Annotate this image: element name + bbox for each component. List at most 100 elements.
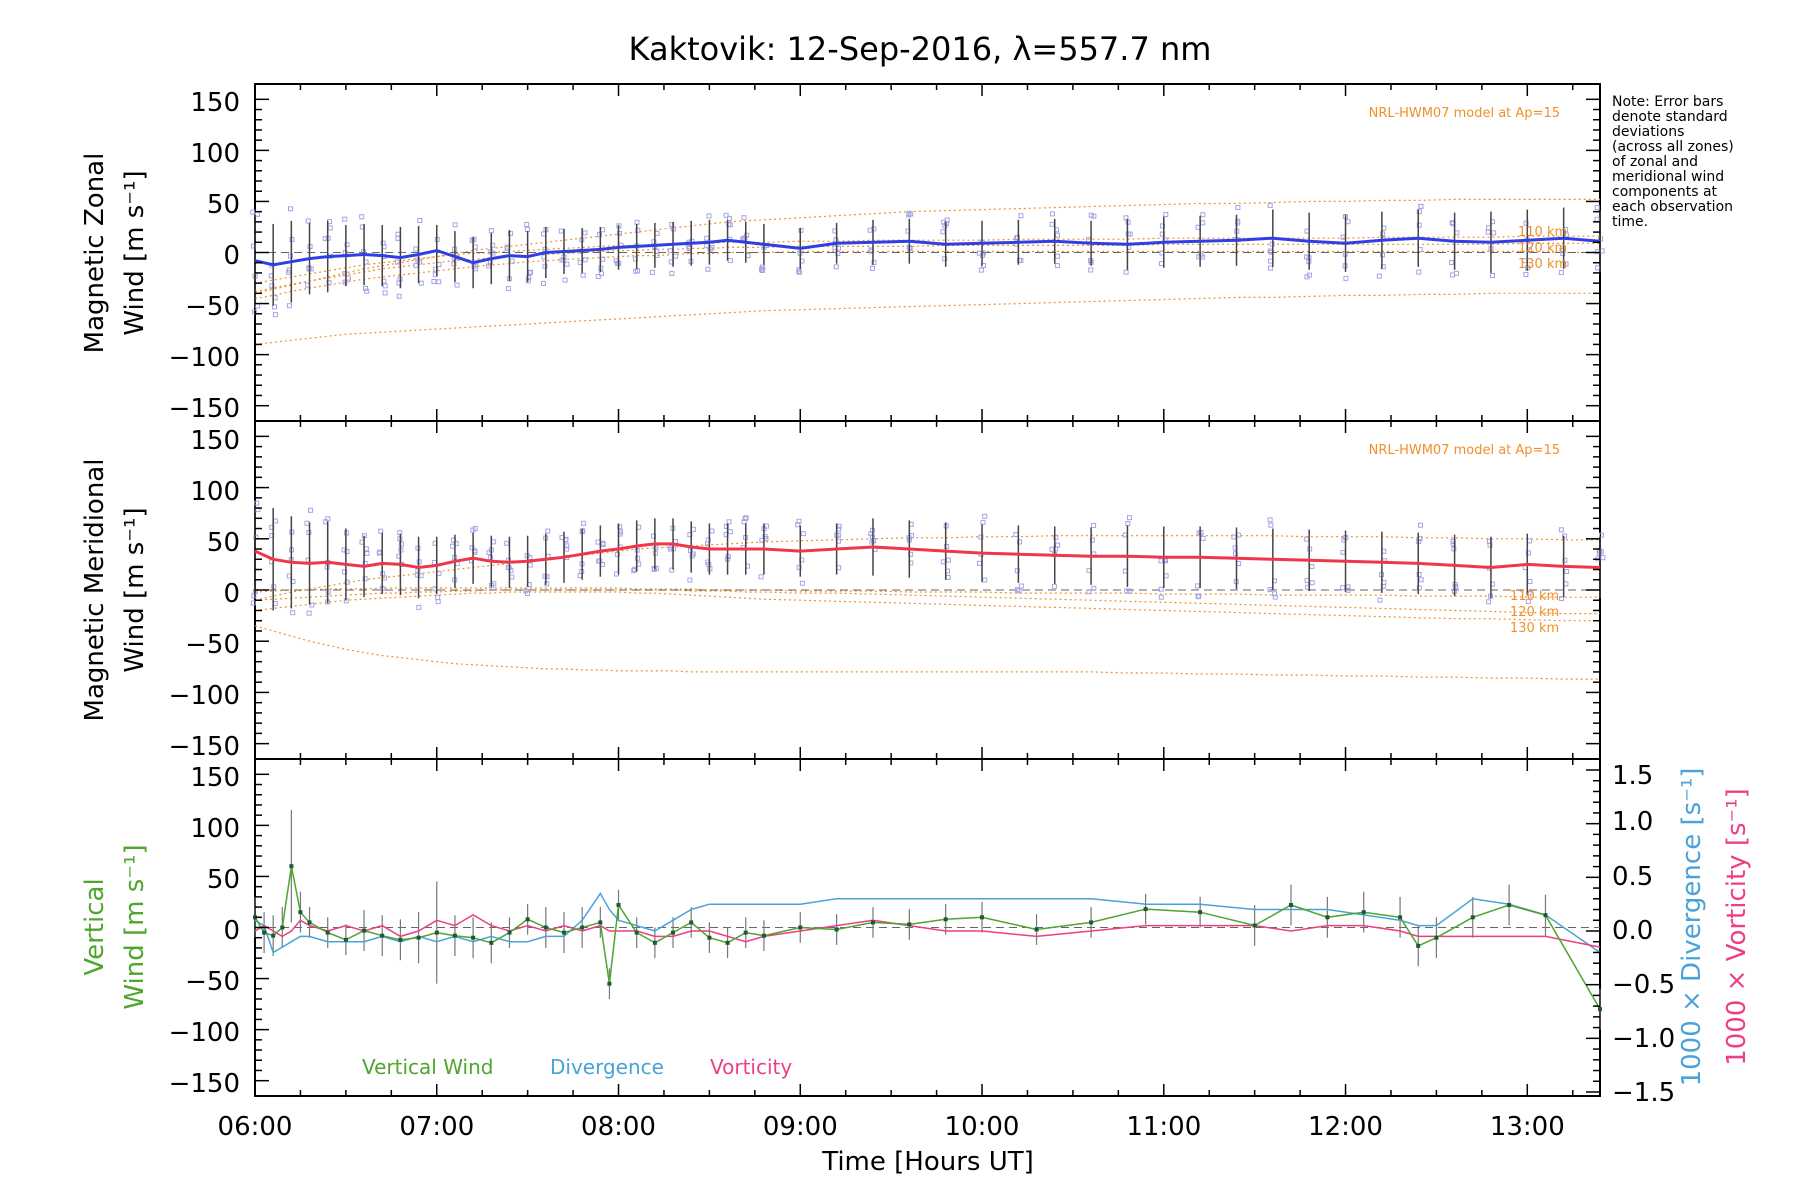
zone-point	[382, 283, 388, 289]
vertical-wind-point	[280, 925, 285, 930]
zone-point	[250, 209, 256, 215]
zone-point	[673, 253, 679, 259]
legend-vertical-wind: Vertical Wind	[362, 1055, 493, 1079]
vorticity-line	[254, 914, 1601, 948]
zone-point	[580, 272, 586, 278]
vertical-wind-point	[1598, 1007, 1602, 1012]
zone-point	[1267, 587, 1273, 593]
yticks-zonal: 150 100 50 0 −50 −100 −150	[169, 88, 240, 424]
zone-point	[436, 279, 442, 285]
vertical-wind-point	[1089, 920, 1094, 925]
zone-point	[1487, 542, 1493, 548]
zone-point	[1272, 594, 1278, 600]
ytick-right-label: 0.5	[1612, 862, 1653, 892]
zone-point	[1091, 213, 1097, 219]
zone-point	[286, 573, 292, 579]
zone-point	[1600, 555, 1606, 561]
zone-point	[651, 239, 657, 245]
zone-point	[472, 244, 478, 250]
vertical-wind-point	[1434, 935, 1439, 940]
zone-point	[1123, 269, 1129, 275]
zone-point	[1525, 550, 1531, 556]
zone-point	[614, 552, 620, 557]
zone-point	[1594, 216, 1600, 222]
vertical-wind-point	[543, 925, 548, 930]
zone-point	[1018, 583, 1024, 589]
zonal-alt-130: 130 km	[1518, 257, 1567, 272]
zone-point	[1091, 585, 1097, 591]
zone-point	[306, 610, 312, 616]
zone-point	[469, 237, 475, 243]
zone-point	[1559, 596, 1565, 601]
zone-point	[288, 253, 293, 259]
zone-point	[1055, 263, 1060, 269]
vorticity-ylabel: 1000 × Vorticity [s⁻¹]	[1722, 788, 1752, 1066]
legend-divergence: Divergence	[550, 1055, 664, 1079]
zone-point	[342, 279, 348, 285]
wind-line	[254, 236, 1601, 267]
ytick-label: 0	[223, 579, 240, 609]
zone-point	[286, 269, 292, 275]
vertical-wind-point	[325, 930, 330, 935]
zone-point	[727, 258, 733, 264]
ytick-label: 150	[190, 88, 240, 118]
note-line: meridional wind	[1612, 169, 1724, 185]
zone-point	[363, 546, 369, 552]
vertical-wind-point	[761, 933, 766, 938]
meridional-ylabel-line1: Magnetic Meridional	[80, 459, 110, 722]
zone-point	[796, 564, 802, 570]
zone-point	[1159, 261, 1164, 267]
zone-point	[417, 259, 423, 265]
vertical-wind-point	[489, 940, 494, 945]
zone-point	[436, 262, 442, 267]
zone-point	[1560, 251, 1566, 257]
zone-point	[327, 225, 333, 231]
zone-point	[800, 531, 806, 537]
zone-point	[908, 211, 914, 217]
zone-point	[255, 211, 260, 217]
zone-point	[1200, 212, 1206, 218]
zonal-panel: Magnetic Zonal Wind [m s⁻¹] NRL-HWM07 mo…	[80, 83, 1605, 422]
note-line: (across all zones)	[1612, 139, 1734, 155]
zone-point	[362, 576, 368, 582]
zone-point	[417, 218, 423, 223]
vertical-wind-point	[1252, 923, 1257, 928]
zone-point	[1017, 539, 1022, 545]
zone-point	[505, 286, 511, 292]
zone-point	[487, 249, 493, 255]
zone-point	[436, 570, 442, 576]
zone-point	[597, 232, 602, 238]
zone-point	[635, 555, 641, 561]
ytick-label: 100	[190, 139, 240, 169]
zone-point	[1418, 522, 1423, 528]
zone-point	[250, 600, 256, 606]
x-axis-title: Time [Hours UT]	[821, 1147, 1034, 1177]
zone-point	[1127, 588, 1133, 594]
zone-point	[1054, 253, 1060, 259]
zone-point	[396, 293, 402, 299]
zone-point	[342, 216, 348, 222]
vertical-wind-point	[398, 937, 403, 942]
zone-point	[1194, 583, 1200, 589]
zone-point	[1343, 275, 1349, 281]
zone-point	[617, 230, 622, 236]
ytick-label: 100	[190, 477, 240, 507]
zone-point	[451, 261, 457, 267]
vertical-wind-point	[416, 935, 421, 940]
zone-point	[727, 529, 733, 535]
zone-point	[1558, 270, 1564, 276]
vertical-wind-point	[743, 930, 748, 935]
zone-point	[833, 264, 839, 270]
ytick-label: 150	[190, 426, 240, 456]
xtick-label: 08:00	[581, 1112, 656, 1142]
zone-point	[1377, 597, 1383, 603]
zone-point	[525, 591, 530, 596]
zone-point	[595, 539, 601, 545]
zone-point	[1486, 225, 1492, 231]
note-line: denote standard	[1612, 109, 1728, 125]
zone-point	[945, 557, 951, 563]
zone-point	[508, 231, 513, 236]
zone-point	[633, 268, 639, 274]
zone-point	[1309, 580, 1315, 586]
vertical-panel: Vertical Wind [m s⁻¹] 1000 × Divergence …	[80, 758, 1752, 1097]
